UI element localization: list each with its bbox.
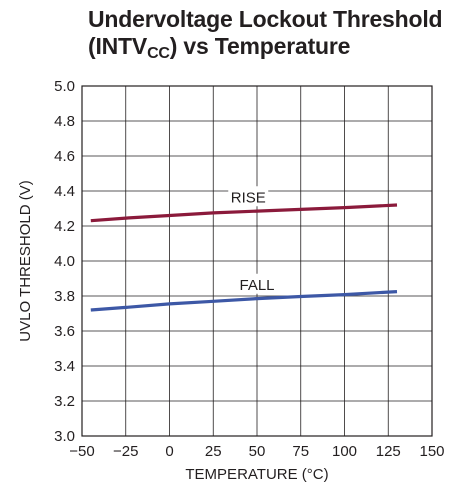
y-tick-label: 3.6 <box>54 323 75 340</box>
series-label-rise: RISE <box>231 189 266 206</box>
y-tick-label: 4.8 <box>54 113 75 130</box>
y-tick-label: 4.6 <box>54 148 75 165</box>
x-tick-label: 150 <box>419 443 444 460</box>
y-tick-label: 3.8 <box>54 288 75 305</box>
x-tick-label: 25 <box>205 443 222 460</box>
series-line-fall <box>90 290 398 312</box>
y-tick-label: 3.2 <box>54 393 75 410</box>
y-tick-label: 4.2 <box>54 218 75 235</box>
chart-title-pre: (INTV <box>88 33 148 59</box>
y-axis-label: UVLO THRESHOLD (V) <box>17 180 34 341</box>
y-tick-label: 4.0 <box>54 253 75 270</box>
y-tick-label: 3.0 <box>54 428 75 445</box>
series-label-bg <box>228 186 269 207</box>
series-line-rise <box>90 203 398 223</box>
x-tick-label: 75 <box>292 443 309 460</box>
x-tick-label: 125 <box>376 443 401 460</box>
series-label-fall: FALL <box>239 277 274 294</box>
y-tick-label: 5.0 <box>54 78 75 95</box>
x-tick-label: −50 <box>69 443 94 460</box>
x-tick-label: 50 <box>249 443 266 460</box>
y-tick-label: 4.4 <box>54 183 75 200</box>
chart-title-line2: (INTVCC) vs Temperature <box>88 33 442 62</box>
x-axis-label: TEMPERATURE (°C) <box>185 466 328 483</box>
plot-frame <box>81 85 433 437</box>
x-tick-label: −25 <box>113 443 138 460</box>
x-tick-label: 0 <box>165 443 173 460</box>
chart-title-post: ) vs Temperature <box>169 33 351 59</box>
x-tick-label: 100 <box>332 443 357 460</box>
chart-title: Undervoltage Lockout Threshold (INTVCC) … <box>88 6 443 62</box>
chart-title-sub: CC <box>147 45 170 62</box>
chart-title-line1: Undervoltage Lockout Threshold <box>88 6 443 32</box>
y-tick-label: 3.4 <box>54 358 75 375</box>
series-label-bg <box>237 273 277 294</box>
